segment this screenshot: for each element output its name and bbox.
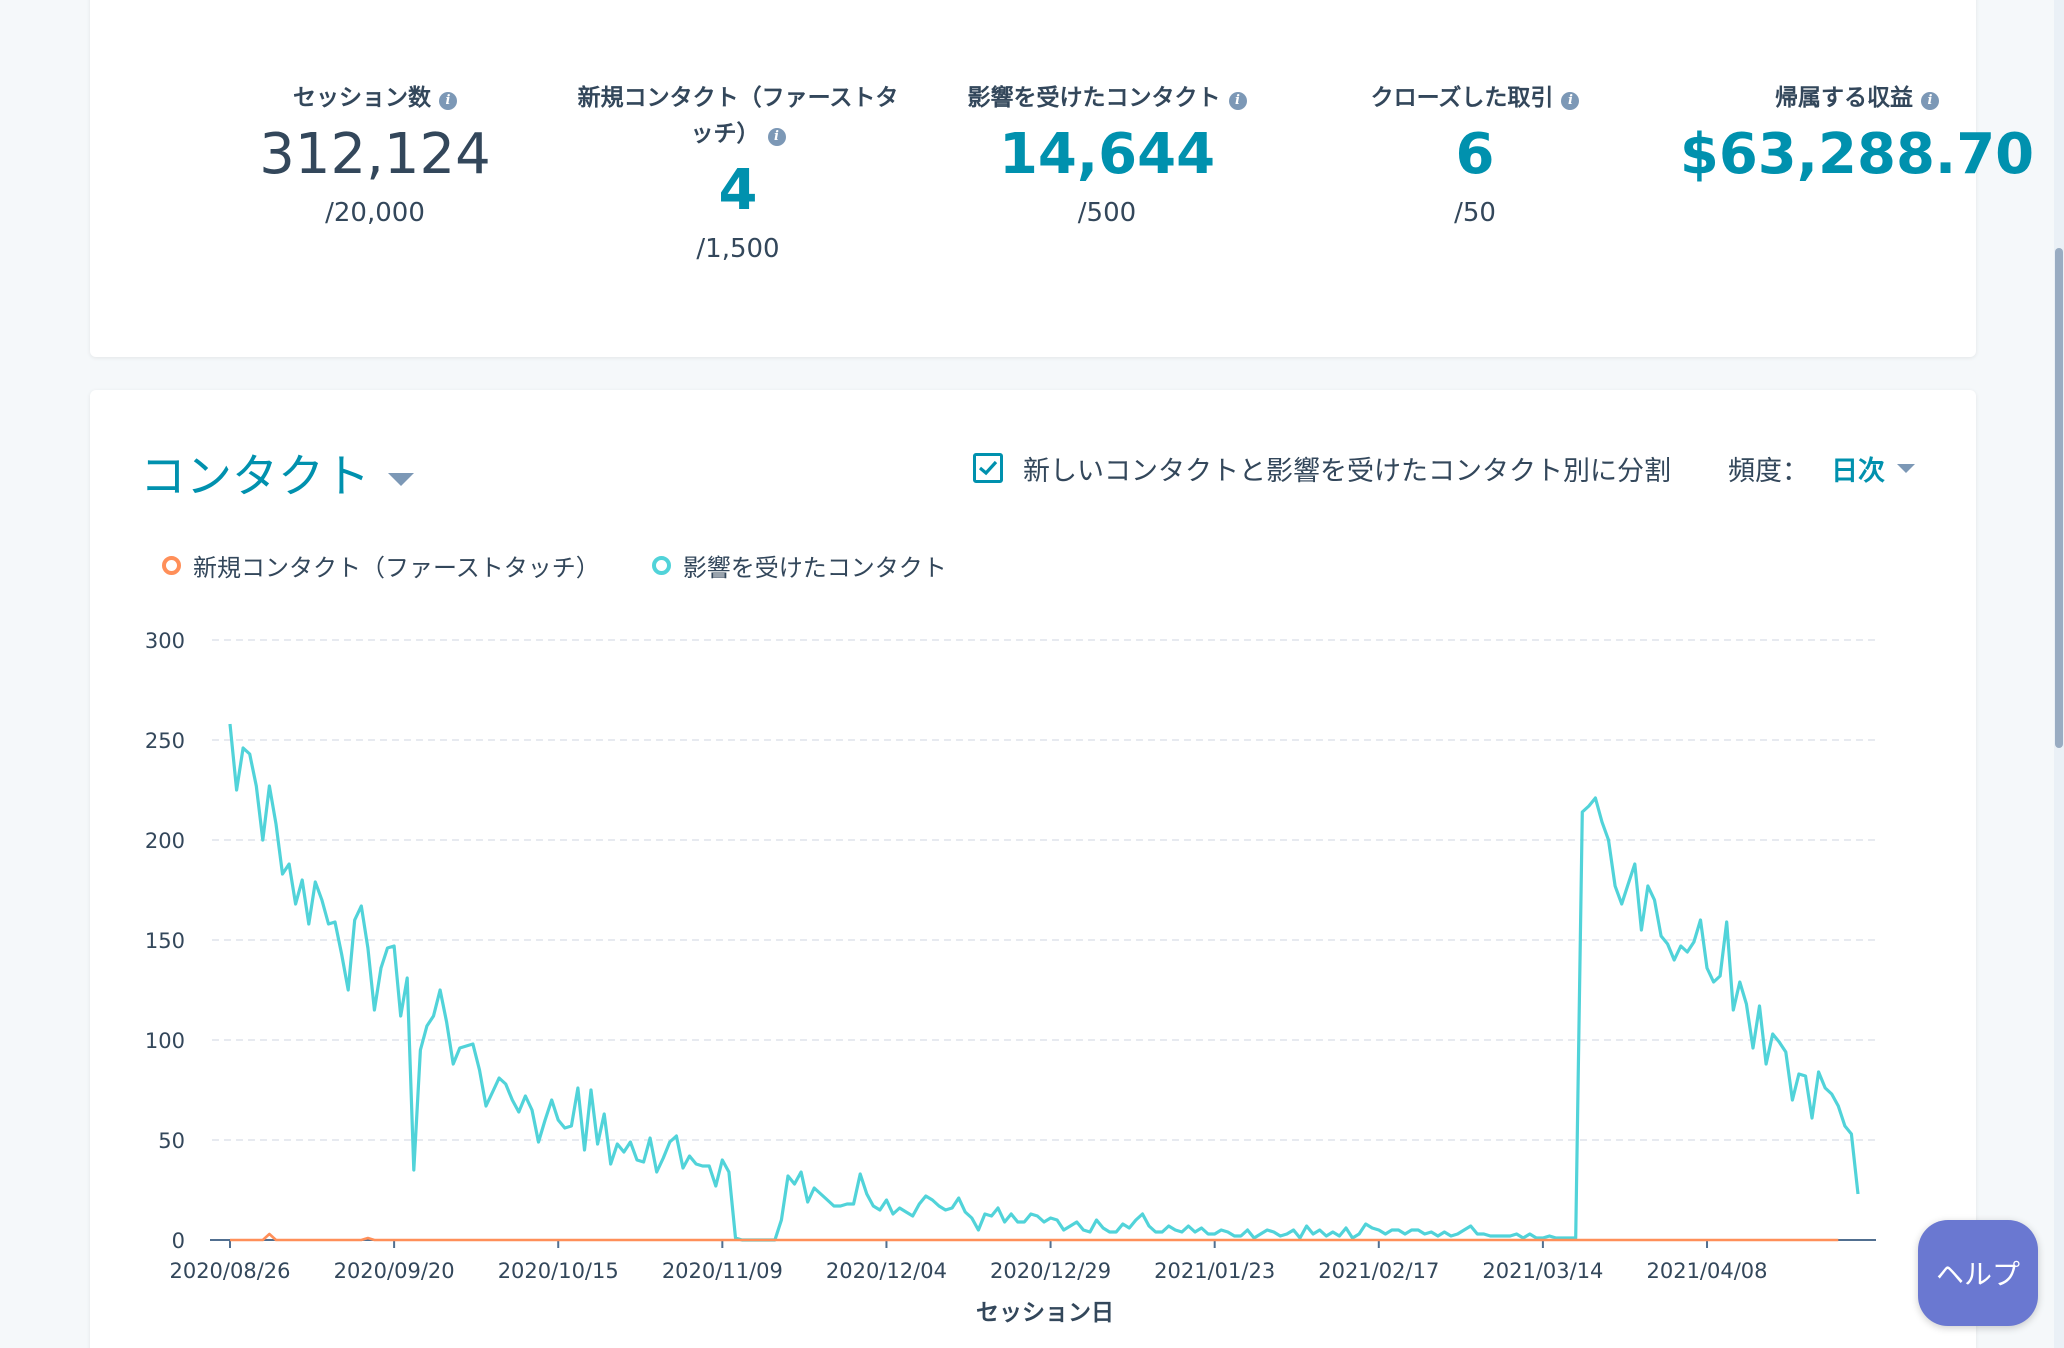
kpi-sessions: セッション数 i 312,124 /20,000 xyxy=(200,80,550,228)
checkmark-icon xyxy=(978,460,998,476)
chart-metric-dropdown[interactable]: コンタクト xyxy=(140,440,414,506)
kpi-value: 6 xyxy=(1455,122,1495,187)
y-tick-label: 300 xyxy=(145,629,185,653)
x-tick-label: 2020/11/09 xyxy=(662,1259,783,1283)
y-tick-label: 0 xyxy=(172,1229,185,1253)
info-icon[interactable]: i xyxy=(439,92,457,110)
kpi-label: 帰属する収益 xyxy=(1775,85,1913,111)
frequency-dropdown[interactable]: 日次 xyxy=(1831,449,1915,488)
y-tick-label: 150 xyxy=(145,929,185,953)
help-label: ヘルプ xyxy=(1935,1258,2020,1291)
x-tick-label: 2021/04/08 xyxy=(1646,1259,1767,1283)
legend-label: 影響を受けたコンタクト xyxy=(682,554,947,582)
legend-marker-icon xyxy=(651,556,671,575)
kpi-goal: /500 xyxy=(1077,198,1137,228)
kpi-label: 影響を受けたコンタクト xyxy=(967,85,1221,111)
kpi-value: 4 xyxy=(718,158,758,223)
kpi-goal: /20,000 xyxy=(325,198,425,228)
split-label: 新しいコンタクトと影響を受けたコンタクト別に分割 xyxy=(1023,455,1671,487)
kpi-attributed-revenue: 帰属する収益 i $63,288.70 xyxy=(1672,80,2042,190)
series-line-influenced-contacts xyxy=(228,723,1860,1242)
contacts-chart-card: コンタクト 新しいコンタクトと影響を受けたコンタクト別に分割 頻度： 日次 新規… xyxy=(90,390,1976,1348)
x-tick-label: 2020/08/26 xyxy=(169,1259,290,1283)
x-tick-label: 2020/12/04 xyxy=(826,1259,947,1283)
x-tick-label: 2020/10/15 xyxy=(498,1259,619,1283)
kpi-summary-card: セッション数 i 312,124 /20,000 新規コンタクト（ファーストタッチ… xyxy=(90,0,2034,357)
frequency-label: 頻度： xyxy=(1728,455,1809,487)
split-checkbox[interactable] xyxy=(973,453,1003,483)
info-icon[interactable]: i xyxy=(1228,92,1247,110)
info-icon[interactable]: i xyxy=(767,128,786,146)
info-icon[interactable]: i xyxy=(1921,92,1939,110)
legend-item-influenced-contacts[interactable]: 影響を受けたコンタクト xyxy=(651,548,947,583)
kpi-label: クローズした取引 xyxy=(1370,85,1554,111)
legend-item-new-contacts[interactable]: 新規コンタクト（ファーストタッチ） xyxy=(162,548,600,583)
chart-title: コンタクト xyxy=(140,449,370,503)
y-tick-label: 250 xyxy=(145,729,185,753)
x-tick-label: 2021/01/23 xyxy=(1154,1259,1275,1283)
y-tick-label: 200 xyxy=(145,829,185,853)
frequency-control: 頻度： 日次 xyxy=(1728,448,1915,488)
y-tick-label: 100 xyxy=(145,1029,185,1053)
kpi-influenced-contacts: 影響を受けたコンタクト i 14,644 /500 xyxy=(932,80,1282,228)
chart-legend: 新規コンタクト（ファーストタッチ） 影響を受けたコンタクト xyxy=(162,548,999,583)
kpi-label: 新規コンタクト（ファーストタッチ） xyxy=(577,85,899,147)
kpi-value: $63,288.70 xyxy=(1679,122,2035,187)
info-icon[interactable]: i xyxy=(1561,92,1580,110)
legend-marker-icon xyxy=(162,556,181,575)
kpi-new-contacts: 新規コンタクト（ファーストタッチ） i 4 /1,500 xyxy=(563,80,913,264)
kpi-closed-deals: クローズした取引 i 6 /50 xyxy=(1300,80,1650,228)
caret-down-icon xyxy=(388,473,414,486)
split-toggle[interactable]: 新しいコンタクトと影響を受けたコンタクト別に分割 xyxy=(973,448,1671,488)
kpi-goal: /50 xyxy=(1454,198,1496,228)
x-tick-label: 2020/12/29 xyxy=(990,1259,1111,1283)
y-tick-label: 50 xyxy=(158,1129,185,1153)
help-button[interactable]: ヘルプ xyxy=(1918,1220,2038,1326)
kpi-value: 14,644 xyxy=(998,122,1216,187)
frequency-value: 日次 xyxy=(1831,455,1885,487)
kpi-goal: /1,500 xyxy=(696,234,780,264)
x-tick-label: 2021/02/17 xyxy=(1318,1259,1439,1283)
caret-down-icon xyxy=(1897,463,1915,473)
x-tick-label: 2020/09/20 xyxy=(334,1259,455,1283)
line-chart: 0 50 100 150 200 250 300 2020/08/26 2020/09/20 20… xyxy=(145,629,1876,1326)
x-axis-title: セッション日 xyxy=(976,1300,1114,1326)
kpi-label: セッション数 xyxy=(293,85,431,111)
scrollbar-thumb[interactable] xyxy=(2055,248,2063,748)
series-line-new-contacts xyxy=(230,1232,1839,1242)
legend-label: 新規コンタクト（ファーストタッチ） xyxy=(193,554,600,582)
kpi-value: 312,124 xyxy=(259,122,491,187)
x-tick-label: 2021/03/14 xyxy=(1482,1259,1603,1283)
